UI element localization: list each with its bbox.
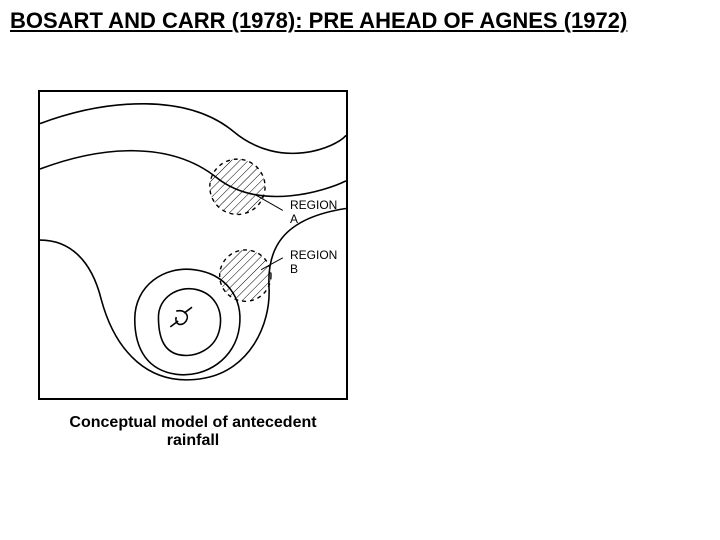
label-region-B: REGION B: [290, 248, 346, 276]
caption-line-2: rainfall: [167, 432, 219, 449]
label-region-A: REGION A: [290, 198, 346, 226]
figure-container: REGION A REGION B: [38, 90, 348, 400]
contour-outer-upper-2: [40, 151, 346, 197]
diagram-svg: [40, 92, 346, 398]
storm-symbol: [170, 307, 192, 327]
figure-caption: Conceptual model of antecedent rainfall: [48, 414, 338, 450]
slide: BOSART AND CARR (1978): PRE AHEAD OF AGN…: [0, 0, 720, 540]
figure-border: REGION A REGION B: [38, 90, 348, 400]
contour-closed-inner: [158, 289, 220, 356]
caption-line-1: Conceptual model of antecedent: [69, 414, 316, 431]
region-B-hatch: [220, 250, 271, 301]
contour-outer-upper-1: [40, 104, 346, 154]
slide-title: BOSART AND CARR (1978): PRE AHEAD OF AGN…: [10, 8, 710, 34]
